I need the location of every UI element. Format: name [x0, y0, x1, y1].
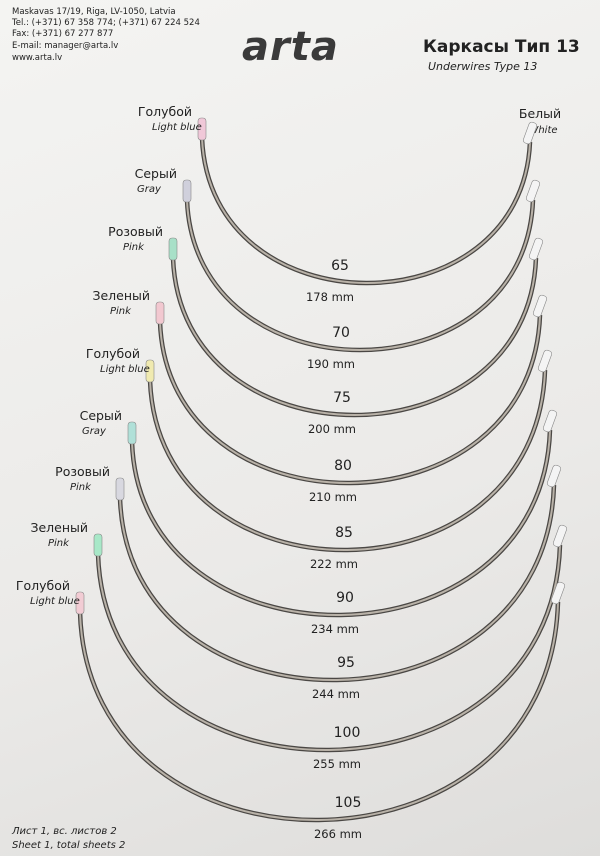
size: 75 — [333, 390, 351, 406]
length: 234 mm — [311, 622, 359, 636]
wire-tip — [553, 524, 567, 548]
wire — [131, 429, 551, 616]
phone: Tel.: (+371) 67 358 774; (+371) 67 224 5… — [11, 18, 200, 28]
color-name-ru: Розовый — [55, 464, 110, 479]
wire — [149, 369, 546, 551]
wire-tip — [145, 359, 155, 383]
color-name-en: Pink — [70, 482, 92, 493]
color-name-ru: Зеленый — [92, 288, 150, 303]
wire — [159, 314, 541, 484]
wire-tip — [547, 464, 561, 488]
contacts: Maskavas 17/19, Riga, LV-1050, Latvia Te… — [11, 7, 200, 63]
title: Каркасы Тип 13 — [423, 37, 580, 57]
size: 95 — [337, 655, 355, 671]
size: 80 — [334, 458, 352, 474]
wire-tip — [551, 581, 565, 605]
length: 244 mm — [312, 687, 360, 701]
color-name-ru: Серый — [80, 408, 122, 423]
wire-tip — [75, 591, 85, 615]
length: 266 mm — [314, 827, 362, 841]
wire — [79, 601, 559, 821]
color-name-ru: Голубой — [86, 346, 140, 361]
color-name-en: Pink — [110, 306, 132, 317]
length: 210 mm — [309, 490, 357, 504]
wire-tip — [543, 409, 557, 433]
right-color-ru: Белый — [519, 106, 561, 121]
footer-ru: Лист 1, вс. листов 2 — [11, 826, 117, 837]
color-name-ru: Зеленый — [30, 520, 88, 535]
wire — [119, 484, 555, 681]
wire-tip — [538, 349, 552, 373]
color-name-ru: Голубой — [16, 578, 70, 593]
length: 200 mm — [308, 422, 356, 436]
wire-shadow — [184, 199, 536, 353]
wire-tip — [197, 117, 207, 141]
color-name-ru: Розовый — [108, 224, 163, 239]
wire — [172, 257, 537, 416]
color-name-ru: Серый — [135, 166, 177, 181]
size: 105 — [335, 795, 362, 811]
wire-tip — [529, 237, 543, 261]
wire-shadow — [117, 484, 557, 683]
wire — [201, 137, 531, 284]
color-name-en: Light blue — [152, 122, 202, 133]
size: 100 — [334, 725, 361, 741]
wire — [186, 199, 534, 351]
color-name-ru: Голубой — [138, 104, 192, 119]
length: 255 mm — [313, 757, 361, 771]
wire-tip — [127, 421, 137, 445]
length: 222 mm — [310, 557, 358, 571]
wire-tip — [526, 179, 540, 203]
subtitle: Underwires Type 13 — [428, 60, 537, 73]
color-name-en: Light blue — [100, 364, 150, 375]
email: E-mail: manager@arta.lv — [12, 41, 118, 51]
size: 90 — [336, 590, 354, 606]
color-name-en: Light blue — [30, 596, 80, 607]
color-name-en: Gray — [137, 184, 162, 195]
wire-tip — [533, 294, 547, 318]
length: 178 mm — [306, 290, 354, 304]
website: www.arta.lv — [12, 53, 62, 63]
size: 65 — [331, 258, 349, 274]
size: 70 — [332, 325, 350, 341]
wire-tip — [155, 301, 165, 325]
wire-tip — [182, 179, 192, 203]
wire-shadow — [95, 544, 563, 753]
size: 85 — [335, 525, 353, 541]
color-name-en: Pink — [48, 538, 70, 549]
wire-tip — [115, 477, 125, 501]
color-name-en: Gray — [82, 426, 107, 437]
length: 190 mm — [307, 357, 355, 371]
wire — [97, 544, 561, 751]
wire-tip — [523, 121, 537, 145]
footer-en: Sheet 1, total sheets 2 — [12, 840, 125, 851]
wires: Голубой Light blue 65 178 mm Серый Gray 70 190 … — [16, 104, 567, 841]
wire-tip — [93, 533, 103, 557]
right-color-en: White — [528, 125, 557, 136]
logo: arta — [242, 24, 339, 70]
color-name-en: Pink — [123, 242, 145, 253]
address: Maskavas 17/19, Riga, LV-1050, Latvia — [12, 7, 176, 17]
fax: Fax: (+371) 67 277 877 — [12, 29, 113, 39]
wire-shadow — [199, 137, 533, 286]
wire-tip — [168, 237, 178, 261]
